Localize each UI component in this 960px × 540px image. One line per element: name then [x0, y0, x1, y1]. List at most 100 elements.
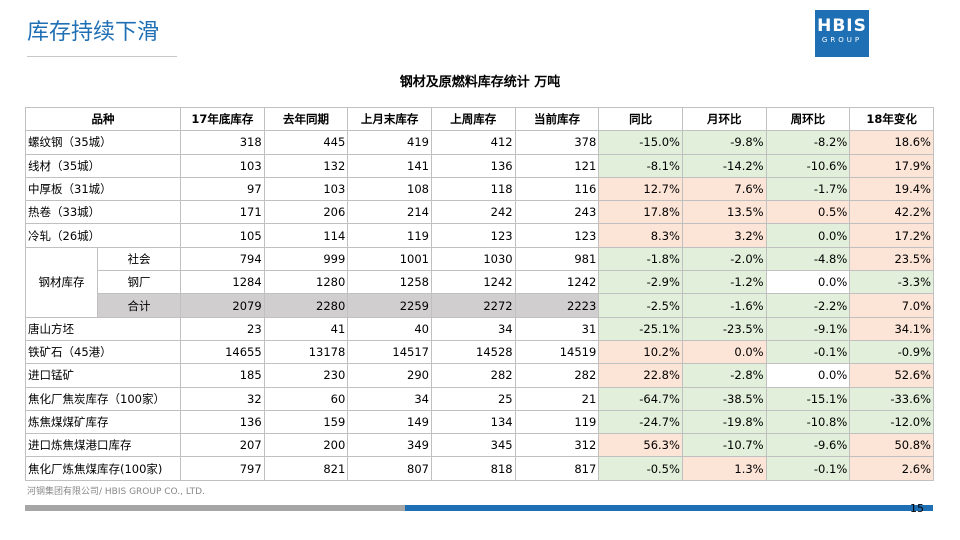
column-header: 当前库存 — [514, 106, 600, 132]
cell: 999 — [263, 246, 349, 272]
cell: 123 — [514, 223, 600, 248]
cell: 378 — [514, 130, 600, 155]
cell: 52.6% — [849, 363, 934, 388]
cell: 14517 — [347, 339, 432, 365]
cell: 1284 — [180, 270, 265, 295]
footer-bar — [405, 505, 933, 511]
cell: 10.2% — [598, 339, 683, 365]
cell: -2.2% — [765, 293, 851, 318]
cell: 123 — [430, 223, 516, 248]
table-row: 热卷（33城） 171 206 214 242 243 17.8% 13.5% 0.5% 42.2… — [25, 200, 934, 225]
cell: 14519 — [514, 339, 600, 365]
table-row: 螺纹钢（35城） 318 445 419 412 378 -15.0% -9.8% -8.2% 1… — [25, 130, 934, 155]
cell: 21 — [514, 386, 600, 411]
cell: 345 — [430, 433, 516, 458]
table-row: 合计 2079 2280 2259 2272 2223 -2.5% -1.6% -2.2% 7.0… — [26, 293, 934, 318]
row-label: 冷轧（26城） — [25, 223, 181, 248]
cell: -25.1% — [598, 316, 683, 341]
cell: 797 — [180, 456, 265, 481]
cell: 119 — [514, 409, 600, 435]
cell: 1280 — [263, 270, 349, 295]
cell: -3.3% — [849, 270, 934, 295]
cell: 419 — [347, 130, 432, 155]
table-row: 进口锰矿 185 230 290 282 282 22.8% -2.8% 0.0% 52.6% — [25, 363, 934, 388]
cell: 25 — [430, 386, 516, 411]
row-label: 炼焦煤煤矿库存 — [25, 409, 181, 435]
row-label: 钢厂 — [97, 270, 181, 295]
row-label: 铁矿石（45港） — [25, 339, 181, 365]
cell: -4.8% — [765, 246, 851, 272]
cell: -12.0% — [849, 409, 934, 435]
cell: 159 — [263, 409, 349, 435]
cell: 817 — [514, 456, 600, 481]
cell: -1.8% — [598, 246, 683, 272]
column-header: 17年底库存 — [180, 106, 265, 132]
cell: -0.1% — [765, 339, 851, 365]
cell: 119 — [347, 223, 432, 248]
cell: 23 — [180, 316, 265, 341]
cell: 14528 — [430, 339, 516, 365]
cell: 171 — [180, 200, 265, 225]
cell: -1.6% — [681, 293, 767, 318]
column-header: 品种 — [25, 106, 181, 132]
table-row: 冷轧（26城） 105 114 119 123 123 8.3% 3.2% 0.0% 17.2% — [25, 223, 934, 248]
cell: 118 — [430, 176, 516, 202]
cell: -23.5% — [681, 316, 767, 341]
cell: 7.0% — [849, 293, 934, 318]
cell: 149 — [347, 409, 432, 435]
column-header: 上周库存 — [430, 106, 516, 132]
table-title: 钢材及原燃料库存统计 万吨 — [399, 75, 561, 90]
cell: 60 — [263, 386, 349, 411]
cell: -1.7% — [765, 176, 851, 202]
cell: 242 — [430, 200, 516, 225]
cell: 807 — [347, 456, 432, 481]
inventory-table: 品种 17年底库存 去年同期 上月末库存 上周库存 当前库存 同比 月环比 周环比 18年变化 螺纹… — [25, 106, 934, 481]
cell: 2223 — [514, 293, 600, 318]
cell: 42.2% — [849, 200, 934, 225]
table-row: 钢厂 1284 1280 1258 1242 1242 -2.9% -1.2% 0.0% -3.3… — [26, 270, 934, 295]
cell: 141 — [347, 153, 432, 178]
table-row: 焦化厂焦炭库存（100家） 32 60 34 25 21 -64.7% -38.5% -15.1… — [25, 386, 934, 411]
row-label: 焦化厂炼焦煤库存(100家) — [25, 456, 181, 481]
cell: -64.7% — [598, 386, 683, 411]
cell: 136 — [180, 409, 265, 435]
cell: -2.5% — [598, 293, 683, 318]
cell: 40 — [347, 316, 432, 341]
footer-company: 河钢集团有限公司/ HBIS GROUP CO., LTD. — [27, 487, 205, 497]
cell: 31 — [514, 316, 600, 341]
cell: 136 — [430, 153, 516, 178]
row-label: 进口炼焦煤港口库存 — [25, 433, 181, 458]
footer-bar — [25, 505, 405, 511]
cell: 185 — [180, 363, 265, 388]
cell: 282 — [514, 363, 600, 388]
cell: 23.5% — [849, 246, 934, 272]
table-row: 进口炼焦煤港口库存 207 200 349 345 312 56.3% -10.7% -9.6%… — [25, 433, 934, 458]
cell: 0.0% — [681, 339, 767, 365]
row-label: 热卷（33城） — [25, 200, 181, 225]
column-header: 同比 — [598, 106, 683, 132]
cell: 1.3% — [681, 456, 767, 481]
cell: 22.8% — [598, 363, 683, 388]
cell: 50.8% — [849, 433, 934, 458]
table-row: 炼焦煤煤矿库存 136 159 149 134 119 -24.7% -19.8% -10.8%… — [25, 409, 934, 435]
cell: 17.8% — [598, 200, 683, 225]
cell: -9.6% — [765, 433, 851, 458]
cell: 2079 — [180, 293, 265, 318]
column-header: 周环比 — [765, 106, 851, 132]
cell: -10.6% — [765, 153, 851, 178]
cell: 34 — [430, 316, 516, 341]
cell: 34.1% — [849, 316, 934, 341]
cell: 3.2% — [681, 223, 767, 248]
cell: 19.4% — [849, 176, 934, 202]
cell: 981 — [514, 246, 600, 272]
row-label: 螺纹钢（35城） — [25, 130, 181, 155]
cell: -15.1% — [765, 386, 851, 411]
cell: -2.0% — [681, 246, 767, 272]
cell: 17.9% — [849, 153, 934, 178]
cell: 0.0% — [765, 223, 851, 248]
cell: 12.7% — [598, 176, 683, 202]
column-header: 上月末库存 — [347, 106, 432, 132]
table-row: 线材（35城） 103 132 141 136 121 -8.1% -14.2% -10.6% 1… — [25, 153, 934, 178]
cell: -0.1% — [765, 456, 851, 481]
cell: 7.6% — [681, 176, 767, 202]
